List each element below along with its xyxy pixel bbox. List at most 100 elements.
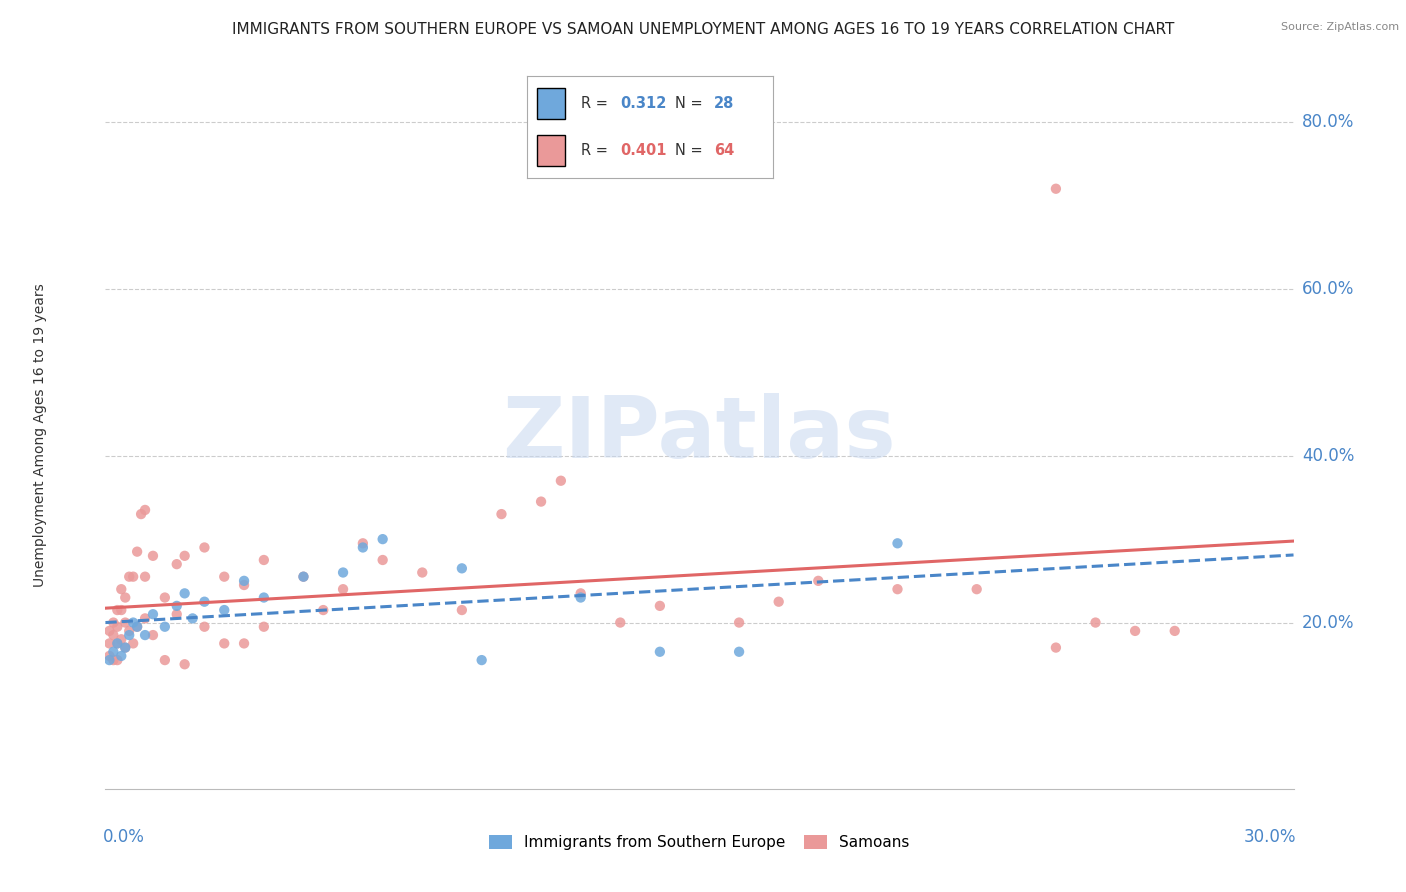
Text: 28: 28 [714, 96, 734, 111]
Point [569, 586, 592, 600]
Point [122, 615, 145, 630]
Text: IMMIGRANTS FROM SOUTHERN EUROPE VS SAMOAN UNEMPLOYMENT AMONG AGES 16 TO 19 YEARS: IMMIGRANTS FROM SOUTHERN EUROPE VS SAMOA… [232, 22, 1174, 37]
Point [134, 611, 156, 625]
Point [105, 620, 128, 634]
Point [173, 549, 195, 563]
Text: R =: R = [582, 96, 613, 111]
Point [550, 474, 572, 488]
Point [142, 607, 165, 622]
Point [110, 632, 132, 647]
Point [110, 582, 132, 597]
Point [103, 628, 125, 642]
Point [118, 624, 141, 638]
Point [214, 636, 236, 650]
Point [233, 636, 256, 650]
Point [122, 570, 145, 584]
Point [114, 591, 136, 605]
Point [214, 570, 236, 584]
Point [371, 553, 394, 567]
Point [491, 507, 513, 521]
Point [450, 561, 472, 575]
Point [98, 653, 121, 667]
Text: R =: R = [582, 144, 613, 158]
Point [332, 566, 354, 580]
Point [105, 603, 128, 617]
Point [966, 582, 988, 597]
Point [127, 544, 149, 558]
Text: N =: N = [675, 96, 707, 111]
Point [98, 648, 121, 663]
Point [153, 653, 176, 667]
Point [648, 599, 671, 613]
Point [103, 653, 125, 667]
Point [728, 645, 751, 659]
Point [98, 636, 121, 650]
Point [134, 628, 156, 642]
Point [134, 503, 156, 517]
Point [569, 591, 592, 605]
Point [609, 615, 631, 630]
Point [110, 648, 132, 663]
Point [1045, 182, 1067, 196]
Point [105, 636, 128, 650]
Point [371, 532, 394, 546]
Point [118, 628, 141, 642]
Point [886, 536, 908, 550]
Point [253, 620, 276, 634]
Point [768, 595, 790, 609]
Point [142, 549, 165, 563]
Point [411, 566, 433, 580]
Point [166, 607, 188, 622]
Text: 60.0%: 60.0% [1302, 280, 1354, 298]
Point [98, 624, 121, 638]
Point [114, 615, 136, 630]
Point [173, 657, 195, 672]
Point [807, 574, 830, 588]
Point [166, 599, 188, 613]
Point [1123, 624, 1146, 638]
Text: 40.0%: 40.0% [1302, 447, 1354, 465]
Point [292, 570, 315, 584]
Point [134, 570, 156, 584]
Point [233, 574, 256, 588]
Point [153, 620, 176, 634]
Point [648, 645, 671, 659]
Point [193, 620, 215, 634]
Text: 30.0%: 30.0% [1243, 829, 1296, 847]
Point [153, 591, 176, 605]
Point [181, 611, 204, 625]
Text: 80.0%: 80.0% [1302, 113, 1354, 131]
Point [1084, 615, 1107, 630]
Point [103, 645, 125, 659]
FancyBboxPatch shape [537, 136, 565, 166]
Point [103, 615, 125, 630]
Point [127, 620, 149, 634]
Point [471, 653, 494, 667]
Point [292, 570, 315, 584]
Text: ZIPatlas: ZIPatlas [502, 393, 897, 476]
Point [352, 541, 374, 555]
Point [1164, 624, 1187, 638]
Point [118, 570, 141, 584]
Point [450, 603, 472, 617]
Point [352, 536, 374, 550]
Point [122, 636, 145, 650]
Point [253, 591, 276, 605]
Point [332, 582, 354, 597]
Point [193, 595, 215, 609]
Point [142, 628, 165, 642]
Point [110, 603, 132, 617]
Point [105, 653, 128, 667]
Point [166, 557, 188, 571]
Text: 20.0%: 20.0% [1302, 614, 1354, 632]
Text: 64: 64 [714, 144, 734, 158]
Legend: Immigrants from Southern Europe, Samoans: Immigrants from Southern Europe, Samoans [484, 829, 915, 856]
Text: N =: N = [675, 144, 707, 158]
Point [728, 615, 751, 630]
Point [193, 541, 215, 555]
Point [886, 582, 908, 597]
Point [214, 603, 236, 617]
FancyBboxPatch shape [537, 88, 565, 119]
Point [530, 494, 553, 508]
Point [312, 603, 335, 617]
